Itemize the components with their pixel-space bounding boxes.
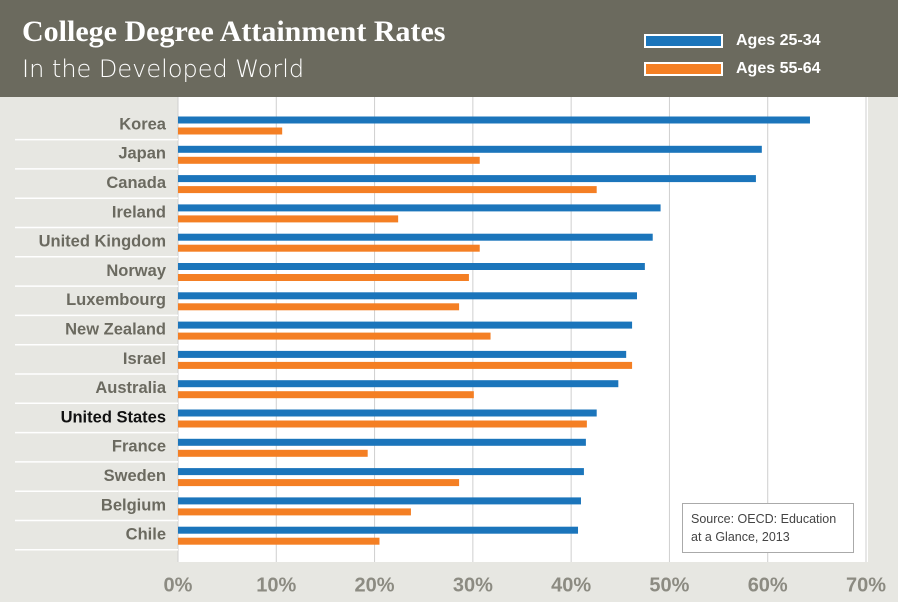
plot-area: [178, 97, 868, 562]
y-tick-label: Japan: [118, 145, 166, 163]
bar: [178, 438, 586, 446]
bar: [178, 468, 584, 476]
y-tick-label: Belgium: [101, 496, 166, 514]
bar: [178, 420, 587, 428]
y-tick-label: Ireland: [112, 203, 166, 221]
y-tick-label: Canada: [106, 174, 166, 192]
source-note: Source: OECD: Education at a Glance, 201…: [682, 503, 854, 553]
bar: [178, 449, 368, 457]
bar: [178, 215, 399, 223]
y-tick-label: France: [112, 438, 166, 456]
bar: [178, 321, 633, 329]
y-tick-label: Korea: [119, 115, 167, 133]
y-tick-label: Luxembourg: [66, 291, 166, 309]
bar: [178, 350, 627, 358]
y-tick-label: United Kingdom: [39, 233, 166, 251]
bar: [178, 175, 756, 183]
bar: [178, 526, 579, 534]
bar: [178, 156, 480, 164]
bar: [178, 145, 762, 153]
header-band: [0, 0, 898, 97]
x-tick-label: 30%: [453, 574, 493, 596]
bar: [178, 537, 380, 545]
bar: [178, 127, 283, 135]
y-tick-label: United States: [61, 408, 166, 426]
chart-subtitle: In the Developed World: [22, 55, 304, 83]
y-tick-label: Australia: [95, 379, 166, 397]
bar: [178, 391, 474, 399]
legend-label: Ages 25-34: [736, 32, 821, 49]
bar: [178, 204, 661, 212]
bar: [178, 233, 653, 241]
chart-title: College Degree Attainment Rates: [22, 15, 446, 48]
x-tick-label: 70%: [846, 574, 886, 596]
bar: [178, 479, 460, 487]
bar: [178, 186, 597, 194]
bar: [178, 361, 633, 369]
y-tick-label: Israel: [123, 350, 166, 368]
bar: [178, 244, 480, 252]
bar: [178, 508, 411, 516]
x-tick-label: 10%: [256, 574, 296, 596]
bar: [178, 116, 810, 124]
legend-label: Ages 55-64: [736, 60, 821, 77]
x-tick-label: 50%: [649, 574, 689, 596]
bar: [178, 274, 469, 281]
x-tick-label: 60%: [748, 574, 788, 596]
bar: [178, 303, 460, 311]
x-tick-label: 40%: [551, 574, 591, 596]
legend-swatch: [644, 62, 723, 76]
legend-swatch: [644, 34, 723, 48]
y-tick-label: Chile: [126, 526, 166, 544]
y-tick-label: Norway: [106, 262, 166, 280]
bar: [178, 497, 581, 505]
bar: [178, 292, 637, 300]
bar: [178, 263, 645, 270]
y-tick-label: Sweden: [104, 467, 166, 485]
bar: [178, 332, 491, 340]
x-tick-label: 20%: [355, 574, 395, 596]
x-tick-label: 0%: [164, 574, 193, 596]
bar: [178, 380, 619, 388]
y-tick-label: New Zealand: [65, 320, 166, 338]
bar: [178, 409, 597, 417]
